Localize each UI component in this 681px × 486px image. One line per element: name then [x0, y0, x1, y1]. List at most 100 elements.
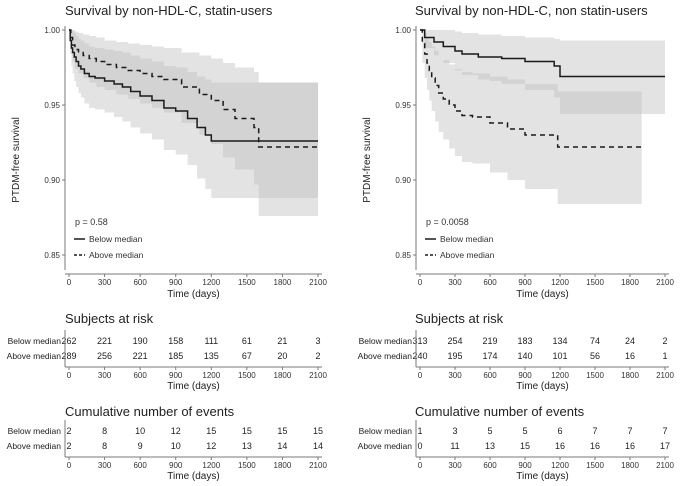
table-cell: 15: [520, 441, 530, 451]
survival-line-below-median: [420, 29, 665, 78]
p-value-label: p = 0.0058: [426, 217, 469, 227]
table-cell: 74: [590, 336, 600, 346]
table-x-tick-label: 1800: [274, 371, 292, 380]
y-tick-label: 1.00: [44, 26, 60, 35]
chart-title: Survival by non-HDL-C, non statin-users: [415, 3, 648, 18]
table-cell: 10: [135, 426, 145, 436]
table-cell: 313: [412, 336, 427, 346]
table-cell: 240: [412, 351, 427, 361]
table-cell: 2: [66, 441, 71, 451]
table-cell: 8: [102, 441, 107, 451]
table-cell: 7: [592, 426, 597, 436]
table-x-tick-label: 0: [418, 371, 423, 380]
table-cell: 14: [277, 441, 287, 451]
table-cell: 10: [171, 441, 181, 451]
y-axis-label: PTDM-free survival: [11, 117, 22, 203]
y-tick-label: 0.85: [395, 251, 411, 260]
table-cell: 8: [102, 426, 107, 436]
survival-line-above-median: [420, 29, 642, 148]
x-tick-label: 600: [133, 278, 147, 287]
x-tick-label: 1200: [551, 278, 569, 287]
table-cell: 15: [313, 426, 323, 436]
table-cell: 7: [627, 426, 632, 436]
table-row-label: Above median: [358, 351, 413, 361]
table-cell: 221: [97, 336, 112, 346]
table-x-tick-label: 0: [418, 461, 423, 470]
y-tick-label: 0.90: [395, 176, 411, 185]
table-row-label: Above median: [7, 441, 62, 451]
table-cell: 17: [660, 441, 670, 451]
table-x-tick-label: 1800: [621, 461, 639, 470]
legend-label: Above median: [440, 250, 495, 260]
table-x-tick-label: 900: [169, 371, 183, 380]
table-cell: 289: [61, 351, 76, 361]
table-cell: 140: [517, 351, 532, 361]
table-x-tick-label: 1500: [586, 371, 604, 380]
table-x-axis-label: Time (days): [516, 471, 568, 482]
legend-label: Below median: [89, 234, 143, 244]
x-tick-label: 300: [448, 278, 462, 287]
table-cell: 174: [482, 351, 497, 361]
chart-title: Survival by non-HDL-C, statin-users: [65, 3, 273, 18]
table-x-tick-label: 300: [448, 461, 462, 470]
table-cell: 195: [447, 351, 462, 361]
table-cell: 7: [662, 426, 667, 436]
table-cell: 13: [485, 441, 495, 451]
table-title: Cumulative number of events: [65, 404, 235, 419]
table-cell: 6: [557, 426, 562, 436]
table-x-tick-label: 1500: [238, 371, 256, 380]
table-cell: 185: [168, 351, 183, 361]
table-x-tick-label: 1200: [551, 371, 569, 380]
table-x-axis-label: Time (days): [516, 381, 568, 392]
table-x-tick-label: 600: [483, 461, 497, 470]
y-tick-label: 0.85: [44, 251, 60, 260]
table-cell: 221: [133, 351, 148, 361]
table-cell: 56: [590, 351, 600, 361]
table-x-tick-label: 1800: [274, 461, 292, 470]
table-cell: 12: [206, 441, 216, 451]
table-cell: 14: [313, 441, 323, 451]
table-cell: 256: [97, 351, 112, 361]
panel-non-statin-users: Survival by non-HDL-C, non statin-users P…: [358, 3, 675, 482]
table-x-tick-label: 1200: [202, 461, 220, 470]
table-cell: 16: [625, 351, 635, 361]
table-cell: 13: [242, 441, 252, 451]
table-row-label: Below median: [359, 426, 413, 436]
table-x-tick-label: 0: [67, 461, 72, 470]
table-cell: 219: [482, 336, 497, 346]
table-cell: 24: [625, 336, 635, 346]
table-x-tick-label: 0: [67, 371, 72, 380]
table-cell: 135: [204, 351, 219, 361]
table-cell: 20: [277, 351, 287, 361]
table-cell: 111: [204, 336, 218, 346]
table-x-tick-label: 900: [518, 371, 532, 380]
table-row-label: Below median: [8, 426, 62, 436]
legend-label: Below median: [440, 234, 494, 244]
table-cell: 5: [522, 426, 527, 436]
table-title: Subjects at risk: [65, 311, 154, 326]
table-row-label: Below median: [359, 336, 413, 346]
survival-line-below-median: [69, 29, 318, 142]
table-cell: 183: [517, 336, 532, 346]
x-tick-label: 300: [98, 278, 112, 287]
table-x-tick-label: 2100: [656, 461, 674, 470]
table-cell: 2: [662, 336, 667, 346]
x-tick-label: 0: [67, 278, 72, 287]
table-cell: 9: [138, 441, 143, 451]
x-tick-label: 2100: [656, 278, 674, 287]
table-x-tick-label: 1200: [202, 371, 220, 380]
table-x-tick-label: 600: [483, 371, 497, 380]
x-tick-label: 1800: [274, 278, 292, 287]
x-axis-label: Time (days): [167, 289, 219, 300]
x-tick-label: 0: [418, 278, 423, 287]
table-cell: 15: [242, 426, 252, 436]
table-x-tick-label: 1200: [551, 461, 569, 470]
table-cell: 12: [171, 426, 181, 436]
table-cell: 158: [168, 336, 183, 346]
table-cell: 1: [417, 426, 422, 436]
table-cell: 15: [206, 426, 216, 436]
table-x-tick-label: 600: [133, 461, 147, 470]
